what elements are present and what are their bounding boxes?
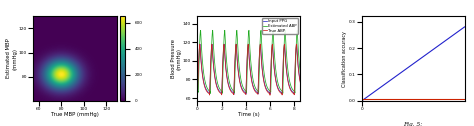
True ABP (212, 80, 218, 81)
Estimated ABP (206, 90, 212, 92)
Text: Fig. 5:: Fig. 5: (403, 122, 423, 126)
Estimated ABP (208, 93, 213, 94)
Input PPG (297, 80, 303, 82)
Input PPG (206, 92, 212, 93)
True ABP (206, 93, 212, 94)
True ABP (238, 87, 244, 89)
True ABP (233, 43, 239, 45)
X-axis label: Time (s): Time (s) (238, 112, 260, 117)
Input PPG (195, 92, 201, 94)
Input PPG (212, 78, 218, 80)
Y-axis label: Estimated MBP
(mmHg): Estimated MBP (mmHg) (7, 39, 17, 78)
Line: Estimated ABP: Estimated ABP (198, 30, 300, 93)
True ABP (297, 81, 303, 83)
Line: True ABP: True ABP (198, 44, 300, 95)
Estimated ABP (246, 29, 252, 31)
Estimated ABP (297, 71, 303, 73)
Estimated ABP (234, 30, 240, 32)
X-axis label: True MBP (mmHg): True MBP (mmHg) (51, 112, 99, 117)
Line: Input PPG: Input PPG (198, 44, 300, 94)
True ABP (284, 76, 290, 77)
Y-axis label: Classification accuracy: Classification accuracy (342, 31, 347, 87)
Legend: Input PPG, Estimated ABP, True ABP: Input PPG, Estimated ABP, True ABP (262, 18, 298, 34)
True ABP (234, 56, 240, 58)
Input PPG (231, 93, 237, 95)
Y-axis label: Blood Pressure
(mmHg): Blood Pressure (mmHg) (171, 39, 182, 78)
Input PPG (234, 54, 240, 56)
True ABP (295, 67, 301, 68)
Input PPG (238, 86, 244, 88)
Input PPG (270, 43, 275, 45)
True ABP (195, 94, 201, 96)
Input PPG (284, 74, 290, 76)
Estimated ABP (238, 81, 244, 82)
Estimated ABP (195, 90, 201, 92)
Estimated ABP (295, 49, 301, 50)
Input PPG (295, 66, 301, 67)
Estimated ABP (284, 62, 290, 64)
Estimated ABP (212, 69, 218, 71)
